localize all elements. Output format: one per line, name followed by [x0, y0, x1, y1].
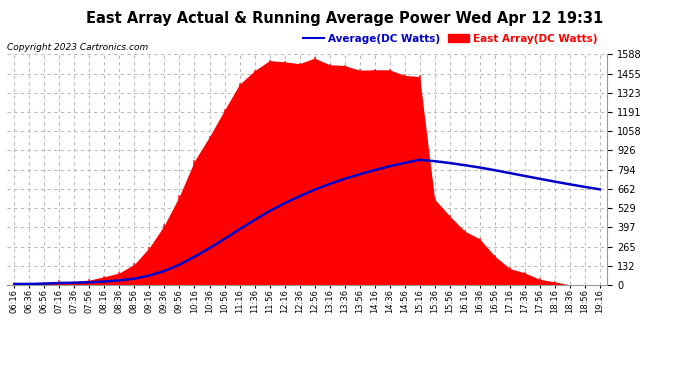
Legend: Average(DC Watts), East Array(DC Watts): Average(DC Watts), East Array(DC Watts) — [299, 30, 602, 48]
Text: East Array Actual & Running Average Power Wed Apr 12 19:31: East Array Actual & Running Average Powe… — [86, 11, 604, 26]
Text: Copyright 2023 Cartronics.com: Copyright 2023 Cartronics.com — [7, 43, 148, 52]
